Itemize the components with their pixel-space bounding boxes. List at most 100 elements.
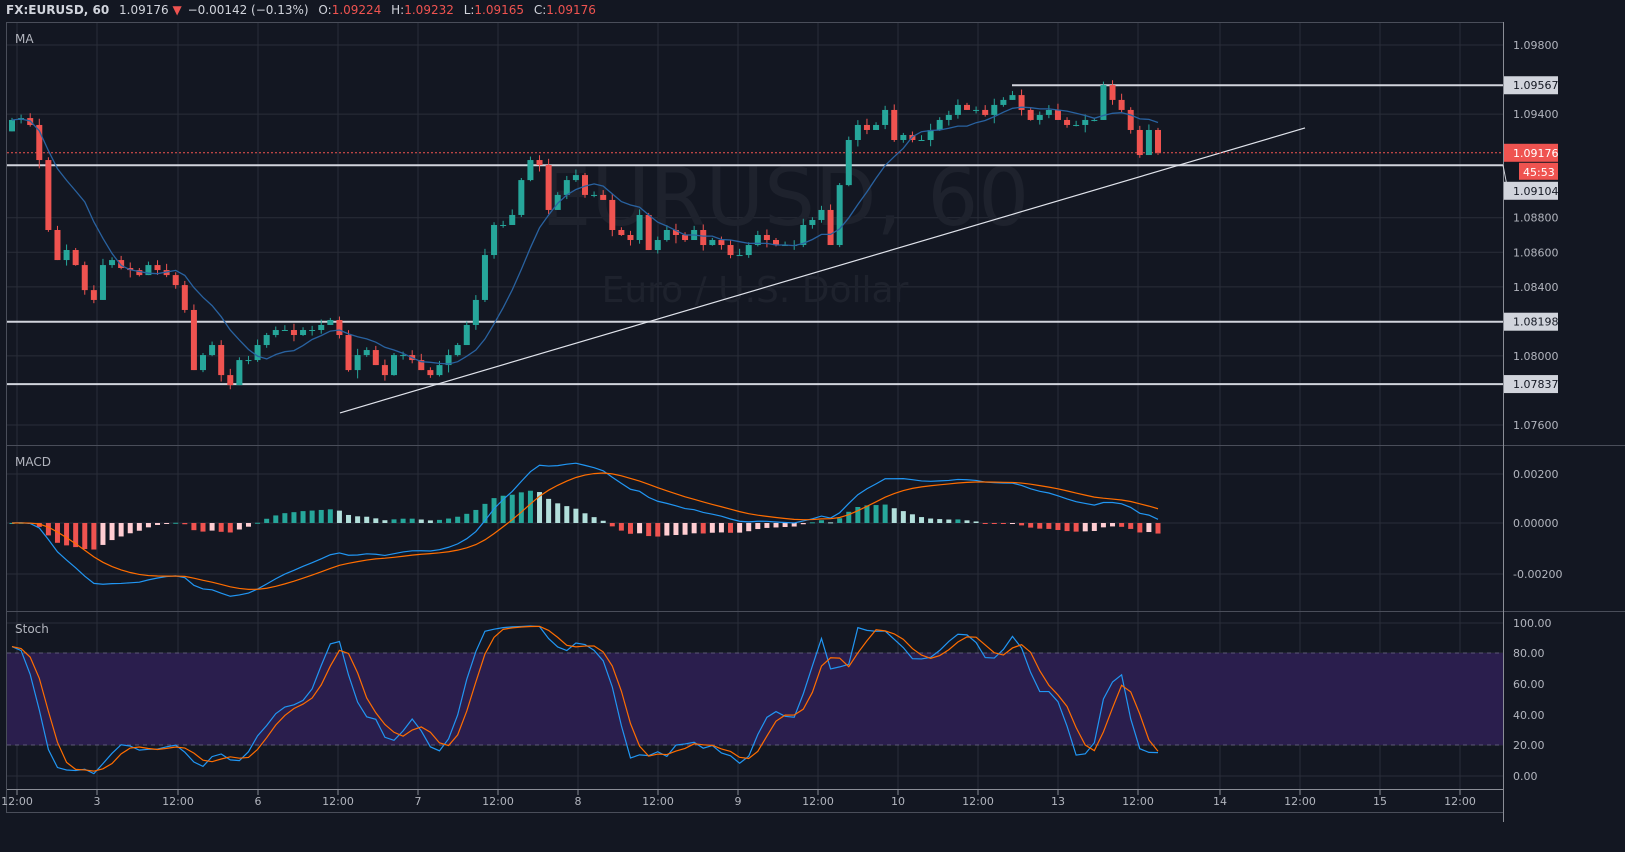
- macd-histogram-bar: [582, 513, 588, 523]
- candle-body: [682, 235, 689, 241]
- time-label: 9: [735, 795, 742, 808]
- high-value: 1.09232: [404, 3, 454, 17]
- candle-body: [72, 250, 79, 266]
- time-label: 12:00: [482, 795, 514, 808]
- macd-histogram-bar: [427, 520, 433, 523]
- candle-body: [1145, 129, 1152, 156]
- macd-line: [11, 462, 1159, 597]
- macd-histogram-bar: [673, 523, 679, 536]
- macd-histogram-bar: [327, 509, 333, 523]
- change: −0.00142 (−0.13%): [188, 3, 309, 17]
- candle-body: [582, 175, 588, 195]
- time-label: 12:00: [802, 795, 834, 808]
- open-value: 1.09224: [332, 3, 382, 17]
- macd-histogram-bar: [373, 518, 379, 523]
- pane-label-stoch[interactable]: Stoch: [15, 622, 49, 636]
- macd-histogram-bar: [746, 523, 752, 532]
- candle-body: [118, 260, 125, 268]
- candle-body: [454, 345, 461, 356]
- time-label: 13: [1051, 795, 1065, 808]
- pane-label-macd[interactable]: MACD: [15, 455, 51, 469]
- symbol[interactable]: FX:EURUSD, 60: [6, 3, 109, 17]
- horizontal-levels[interactable]: [7, 84, 1503, 386]
- candle-body: [545, 165, 552, 210]
- macd-histogram-bar: [700, 523, 706, 534]
- price-axis-label: 1.08800: [1513, 212, 1559, 225]
- candle-body: [1000, 99, 1007, 105]
- macd-histogram-bar: [973, 521, 979, 523]
- time-label: 12:00: [962, 795, 994, 808]
- candle-body: [991, 104, 998, 115]
- macd-histogram-bar: [755, 523, 761, 530]
- candle-body: [754, 235, 761, 246]
- candle-body: [709, 240, 716, 246]
- macd-histogram-bar: [946, 519, 952, 523]
- candle-body: [463, 324, 470, 346]
- macd-histogram-bar: [500, 495, 506, 523]
- macd-histogram-bar: [1028, 523, 1034, 528]
- macd-histogram-bar: [873, 505, 879, 523]
- candle-body: [627, 235, 634, 241]
- candle-body: [1018, 95, 1025, 110]
- pane-label-ma[interactable]: MA: [15, 32, 34, 46]
- macd-histogram-bar: [809, 522, 815, 524]
- candle-body: [763, 235, 770, 241]
- time-label: 15: [1373, 795, 1387, 808]
- trendline[interactable]: [339, 127, 1306, 414]
- time-label: 12:00: [1122, 795, 1154, 808]
- candle-body: [172, 275, 179, 286]
- candle-body: [36, 124, 43, 161]
- candle-body: [618, 229, 625, 236]
- macd-histogram-bar: [1064, 523, 1070, 532]
- high-label: H:: [391, 3, 404, 17]
- price-axis-label: 1.08400: [1513, 281, 1559, 294]
- candle-body: [636, 214, 643, 241]
- candle-body: [672, 229, 679, 236]
- stoch-d-line: [11, 625, 1159, 772]
- macd-histogram-bar: [509, 494, 515, 523]
- macd-histogram-bar: [300, 511, 306, 523]
- candle-body: [354, 355, 361, 371]
- macd-histogram-bar: [591, 517, 597, 523]
- candle-body: [290, 330, 297, 336]
- countdown-tag: [1519, 162, 1558, 180]
- macd-histogram-bar: [1037, 523, 1043, 529]
- price-axis-label: 1.09800: [1513, 39, 1559, 52]
- candle-body: [873, 124, 880, 130]
- candle-body: [391, 355, 397, 376]
- level-tag-label: 1.07837: [1513, 378, 1559, 391]
- macd-histogram-bar: [346, 514, 352, 523]
- price-axis-label: 1.09400: [1513, 108, 1559, 121]
- candle-body: [190, 309, 197, 371]
- macd-histogram-bar: [937, 519, 943, 523]
- candle-body: [218, 345, 225, 376]
- candle-body: [572, 175, 579, 181]
- macd-histogram-bar: [400, 518, 406, 523]
- macd-histogram-bar: [455, 516, 461, 523]
- macd-histogram-bar: [782, 523, 788, 527]
- macd-histogram-bar: [828, 522, 834, 524]
- stoch-pane: [11, 625, 1159, 775]
- candle-body: [800, 224, 807, 246]
- candle-body: [145, 265, 152, 276]
- macd-histogram-bar: [164, 523, 170, 524]
- macd-histogram-bar: [919, 517, 925, 523]
- candle-body: [309, 330, 316, 332]
- candle-body: [836, 185, 843, 246]
- macd-histogram-bar: [964, 520, 970, 523]
- macd-histogram-bar: [1110, 523, 1116, 527]
- time-label: 8: [575, 795, 582, 808]
- macd-histogram-bar: [45, 523, 51, 536]
- macd-histogram-bar: [82, 523, 88, 550]
- candle-body: [281, 330, 288, 332]
- macd-histogram-bar: [846, 511, 852, 523]
- macd-histogram-bar: [837, 518, 843, 523]
- candle-body: [845, 140, 852, 186]
- macd-histogram-bar: [273, 515, 279, 523]
- macd-histogram-bar: [436, 519, 442, 523]
- candle-body: [236, 360, 243, 386]
- candle-body: [927, 129, 934, 141]
- time-label: 12:00: [322, 795, 354, 808]
- candle-body: [1054, 109, 1061, 120]
